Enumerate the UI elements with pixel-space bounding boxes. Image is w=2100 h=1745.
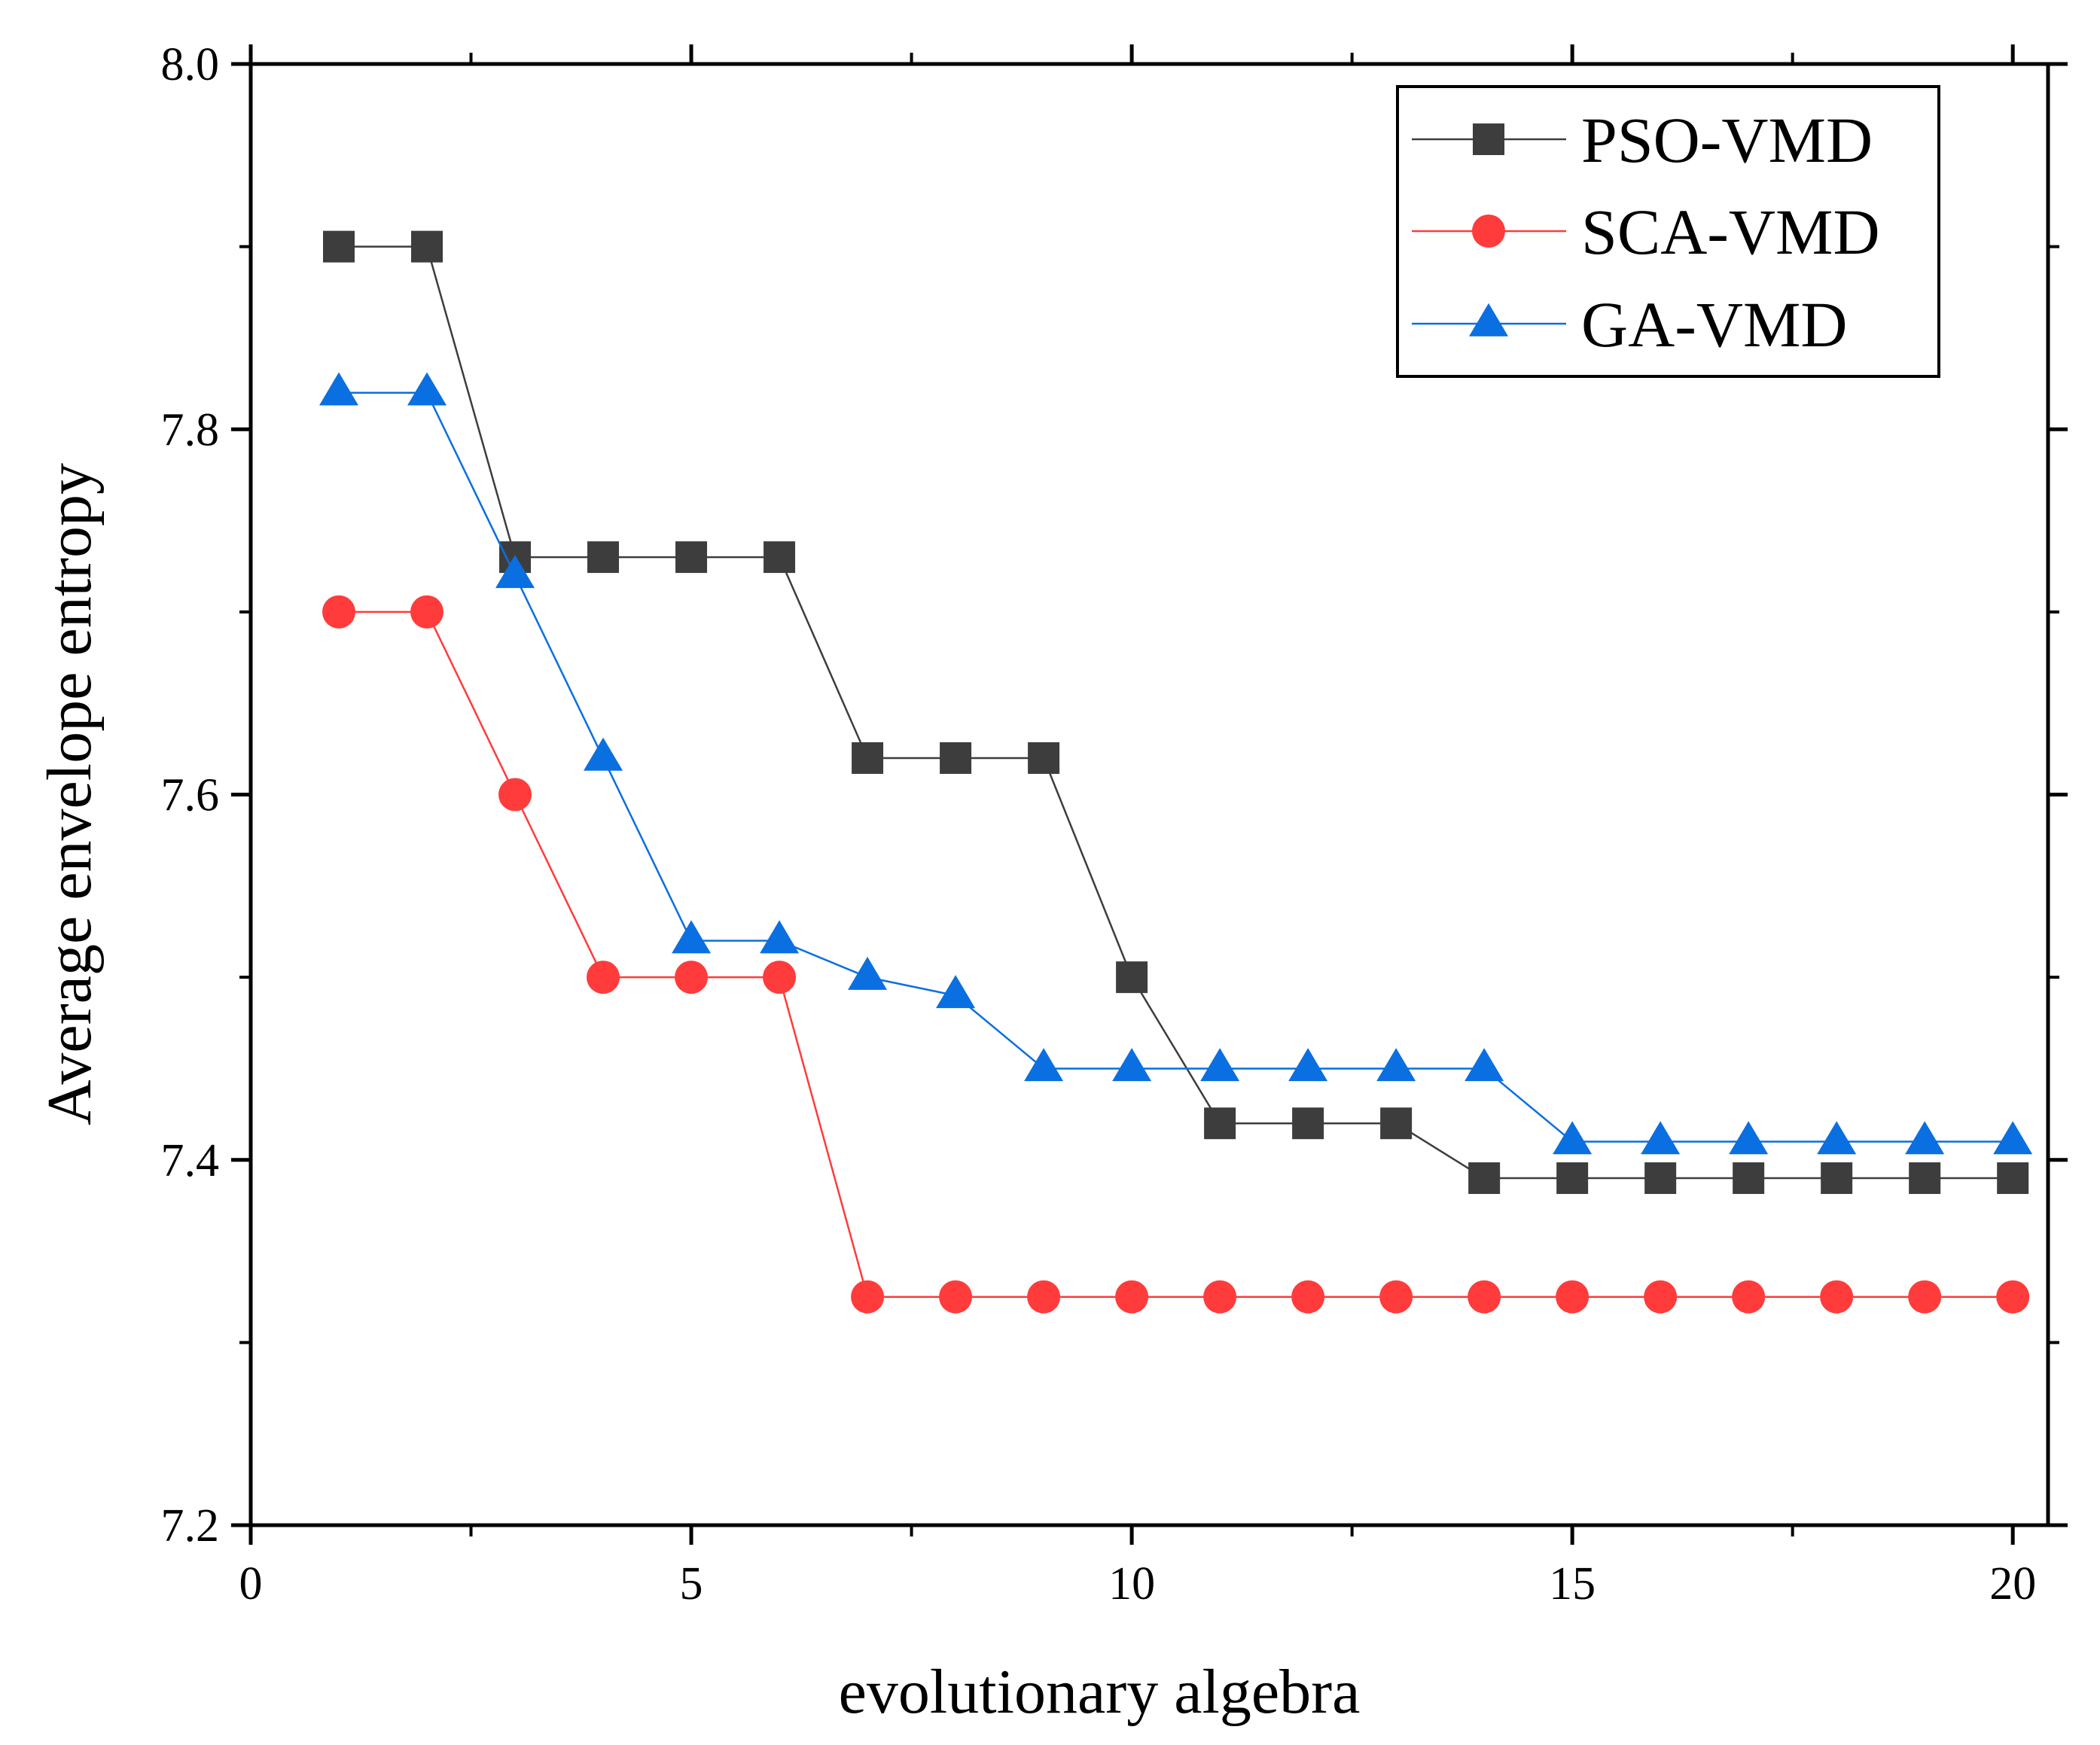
data-point-pso-vmd (587, 541, 620, 574)
y-tick-label: 7.6 (161, 770, 220, 821)
data-point-sca-vmd (1644, 1280, 1678, 1314)
data-point-pso-vmd (1204, 1107, 1236, 1140)
data-point-sca-vmd (1027, 1280, 1061, 1314)
data-point-pso-vmd (1292, 1107, 1324, 1140)
data-point-ga-vmd (1112, 1048, 1152, 1082)
legend: PSO-VMD SCA-VMD GA-VMD (1396, 85, 1940, 378)
series-pso-vmd (323, 230, 2029, 1195)
data-point-ga-vmd (1465, 1048, 1504, 1082)
data-point-pso-vmd (411, 230, 443, 263)
series-line-ga-vmd (339, 391, 2013, 1143)
data-point-pso-vmd (1644, 1162, 1677, 1195)
data-point-ga-vmd (319, 372, 359, 406)
data-point-sca-vmd (939, 1280, 973, 1314)
data-point-ga-vmd (1729, 1121, 1769, 1155)
x-tick-label: 15 (1549, 1558, 1596, 1609)
data-point-sca-vmd (1468, 1280, 1501, 1314)
data-point-pso-vmd (1380, 1107, 1413, 1140)
axis-ticks: 0 5 10 15 20 7.2 7.4 7.6 7.8 8.0 (161, 39, 2068, 1609)
legend-label-sca-vmd: SCA-VMD (1581, 196, 1880, 268)
legend-label-ga-vmd: GA-VMD (1581, 288, 1848, 361)
data-point-sca-vmd (498, 778, 532, 812)
data-point-ga-vmd (1905, 1121, 1945, 1155)
data-point-pso-vmd (1028, 742, 1060, 774)
data-point-sca-vmd (1115, 1280, 1149, 1314)
data-point-sca-vmd (587, 961, 620, 994)
data-point-sca-vmd (1203, 1280, 1237, 1314)
data-point-pso-vmd (940, 742, 972, 774)
x-tick-label: 5 (680, 1558, 703, 1609)
data-point-ga-vmd (672, 920, 712, 954)
data-point-ga-vmd (936, 975, 976, 1009)
legend-marker-ga-vmd (1469, 303, 1508, 337)
data-point-pso-vmd (1909, 1162, 1941, 1195)
data-point-ga-vmd (1641, 1121, 1681, 1155)
data-point-pso-vmd (1997, 1162, 2029, 1195)
data-point-ga-vmd (495, 555, 535, 589)
data-point-ga-vmd (584, 737, 623, 771)
data-point-sca-vmd (410, 595, 444, 629)
data-point-pso-vmd (1821, 1162, 1853, 1195)
data-point-ga-vmd (848, 956, 888, 990)
data-point-ga-vmd (1817, 1121, 1857, 1155)
data-point-pso-vmd (1733, 1162, 1765, 1195)
data-point-pso-vmd (852, 742, 884, 774)
x-tick-label: 20 (1989, 1558, 2036, 1609)
data-point-sca-vmd (763, 961, 797, 994)
data-point-sca-vmd (1820, 1280, 1854, 1314)
data-point-ga-vmd (1553, 1121, 1593, 1155)
series-line-pso-vmd (339, 245, 2013, 1180)
data-point-pso-vmd (1116, 961, 1148, 994)
data-point-pso-vmd (675, 541, 708, 574)
data-point-ga-vmd (1288, 1048, 1328, 1082)
legend-label-pso-vmd: PSO-VMD (1581, 104, 1873, 176)
data-point-ga-vmd (1024, 1048, 1064, 1082)
data-point-pso-vmd (1556, 1162, 1589, 1195)
data-point-sca-vmd (322, 595, 356, 629)
data-point-sca-vmd (675, 961, 709, 994)
legend-entries: PSO-VMD SCA-VMD GA-VMD (1412, 104, 1880, 361)
series-ga-vmd (319, 372, 2033, 1155)
data-point-pso-vmd (1468, 1162, 1501, 1195)
data-point-ga-vmd (1376, 1048, 1416, 1082)
series-line-sca-vmd (339, 611, 2013, 1298)
y-tick-label: 7.8 (161, 404, 220, 455)
legend-marker-pso-vmd (1473, 123, 1504, 155)
y-tick-label: 8.0 (161, 39, 220, 90)
y-tick-label: 7.2 (161, 1500, 220, 1552)
data-point-sca-vmd (1908, 1280, 1942, 1314)
y-tick-label: 7.4 (161, 1135, 220, 1186)
data-point-sca-vmd (1556, 1280, 1589, 1314)
series-group (319, 230, 2033, 1314)
x-tick-label: 10 (1108, 1558, 1155, 1609)
series-sca-vmd (322, 595, 2030, 1314)
data-point-sca-vmd (851, 1280, 885, 1314)
data-point-ga-vmd (1200, 1048, 1240, 1082)
legend-marker-sca-vmd (1472, 215, 1505, 248)
data-point-ga-vmd (407, 372, 447, 406)
data-point-pso-vmd (323, 230, 355, 263)
data-point-pso-vmd (763, 541, 796, 574)
data-point-sca-vmd (1732, 1280, 1766, 1314)
data-point-ga-vmd (1993, 1121, 2033, 1155)
data-point-sca-vmd (1291, 1280, 1325, 1314)
y-axis-title: Average envelope entropy (35, 463, 105, 1125)
data-point-sca-vmd (1379, 1280, 1413, 1314)
x-tick-label: 0 (239, 1558, 263, 1609)
x-axis-title: evolutionary algebra (839, 1657, 1361, 1727)
data-point-ga-vmd (760, 920, 800, 954)
data-point-sca-vmd (1996, 1280, 2030, 1314)
